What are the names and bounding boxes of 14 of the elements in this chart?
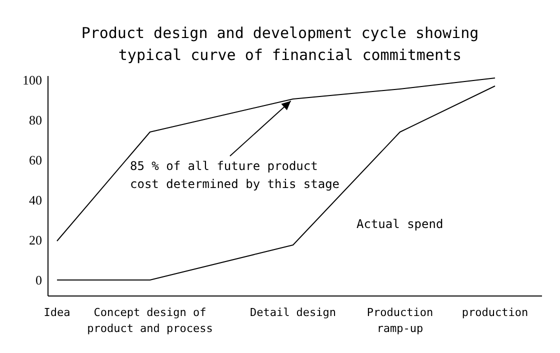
x-tick-label: Production ramp-up [366,306,434,335]
y-tick-label: 40 [29,192,42,208]
y-tick-label: 100 [22,72,42,88]
chart-title: Product design and development cycle showing typical curve of financial commitments [81,24,479,64]
x-tick-label: Concept design of product and process [87,306,213,335]
y-tick-label: 0 [36,272,42,288]
y-tick-label: 20 [29,232,42,248]
y-tick-label: 60 [29,152,42,168]
annotation: 85 % of all future product cost determined by this stage [130,159,340,191]
x-tick-label: production [462,306,528,319]
x-tick-label: Detail design [250,306,336,319]
x-tick-label: Idea [44,306,70,319]
text: Actual spend [356,217,444,231]
y-tick-label: 80 [29,112,42,128]
